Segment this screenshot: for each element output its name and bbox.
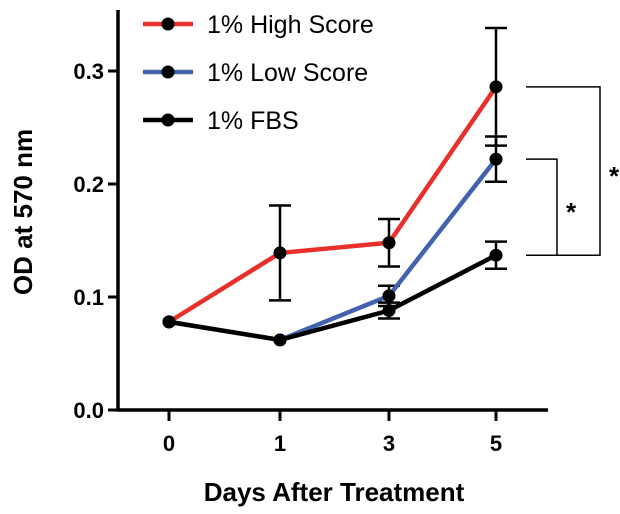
legend-swatch-marker xyxy=(161,17,175,31)
x-tick-label: 1 xyxy=(274,431,286,456)
series-line xyxy=(166,252,499,343)
significance-label: * xyxy=(566,197,577,227)
data-point xyxy=(489,80,503,94)
data-point xyxy=(382,304,396,318)
legend-label: 1% High Score xyxy=(207,11,374,39)
series-line xyxy=(166,84,499,325)
series-2 xyxy=(162,240,507,347)
x-tick-label: 0 xyxy=(163,431,175,456)
y-tick-label: 0.2 xyxy=(73,172,104,197)
y-axis-title: OD at 570 nm xyxy=(8,129,38,295)
legend-item-1: 1% Low Score xyxy=(143,59,368,87)
data-point xyxy=(273,246,287,260)
legend-label: 1% FBS xyxy=(207,107,299,135)
legend-item-2: 1% FBS xyxy=(143,107,299,135)
legend: 1% High Score 1% Low Score 1% FBS xyxy=(143,11,374,135)
legend-swatch-marker xyxy=(161,113,175,127)
data-point xyxy=(489,248,503,262)
data-point xyxy=(162,315,176,329)
x-tick-label: 3 xyxy=(383,431,395,456)
legend-item-0: 1% High Score xyxy=(143,11,374,39)
significance-bracket xyxy=(526,158,558,256)
y-tick-label: 0.3 xyxy=(73,59,104,84)
y-tick-label: 0.0 xyxy=(73,398,104,423)
data-point xyxy=(489,152,503,166)
significance-bracket xyxy=(526,86,601,256)
y-tick-label: 0.1 xyxy=(73,285,104,310)
data-point xyxy=(273,333,287,347)
significance-label: * xyxy=(609,161,620,191)
x-tick-label: 5 xyxy=(490,431,502,456)
legend-swatch-marker xyxy=(161,65,175,79)
data-point xyxy=(382,289,396,303)
legend-label: 1% Low Score xyxy=(207,59,368,87)
series-1 xyxy=(162,135,507,347)
series-layer xyxy=(162,26,507,347)
axes: 0.0 0.1 0.2 0.3 0 1 3 5 xyxy=(73,10,548,456)
x-axis-title: Days After Treatment xyxy=(204,477,465,507)
significance-brackets: ** xyxy=(526,86,620,256)
data-point xyxy=(382,236,396,250)
